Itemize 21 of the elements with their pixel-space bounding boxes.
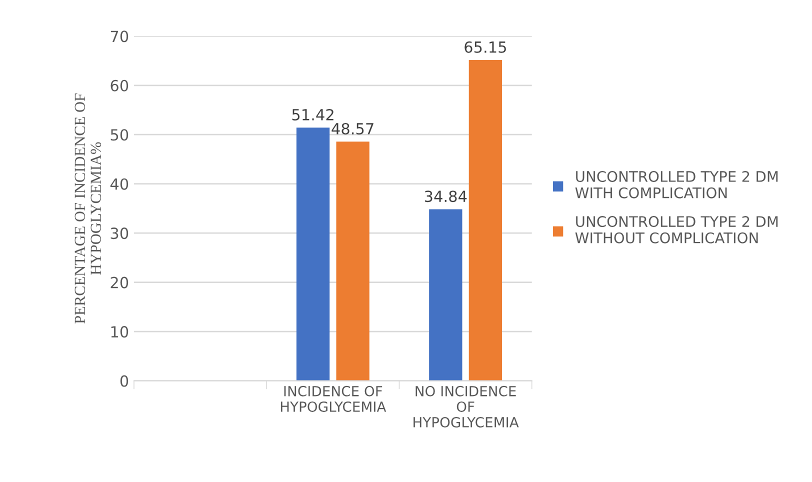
y-tick-label: 40 [110, 178, 128, 190]
y-tick-label: 60 [110, 80, 128, 92]
bar [429, 209, 462, 381]
data-label: 34.84 [424, 190, 467, 202]
bar [468, 60, 502, 381]
y-tick-label: 50 [110, 129, 128, 141]
data-label: 51.42 [292, 108, 334, 120]
y-tick-label: 10 [111, 326, 128, 338]
x-tick-label: NO INCIDENCE OF HYPOGLYCEMIA [414, 386, 519, 428]
y-tick-label: 70 [110, 30, 128, 42]
y-tick-label: 0 [120, 375, 128, 387]
data-label: 65.15 [464, 41, 506, 53]
data-label: 48.57 [332, 122, 374, 135]
bar [336, 142, 370, 381]
legend-label: UNCONTROLLED TYPE 2 DM WITHOUT COMPLICATION [575, 216, 778, 244]
bar [296, 128, 330, 381]
y-tick-label: 30 [110, 228, 128, 240]
y-axis-title: PERCENTAGE OF INCIDENCE OF HYPOGLYCEMIA% [74, 94, 102, 324]
y-tick-label: 20 [110, 276, 128, 288]
x-tick-label: INCIDENCE OF HYPOGLYCEMIA [280, 386, 386, 412]
legend-label: UNCONTROLLED TYPE 2 DM WITH COMPLICATION [575, 170, 778, 198]
